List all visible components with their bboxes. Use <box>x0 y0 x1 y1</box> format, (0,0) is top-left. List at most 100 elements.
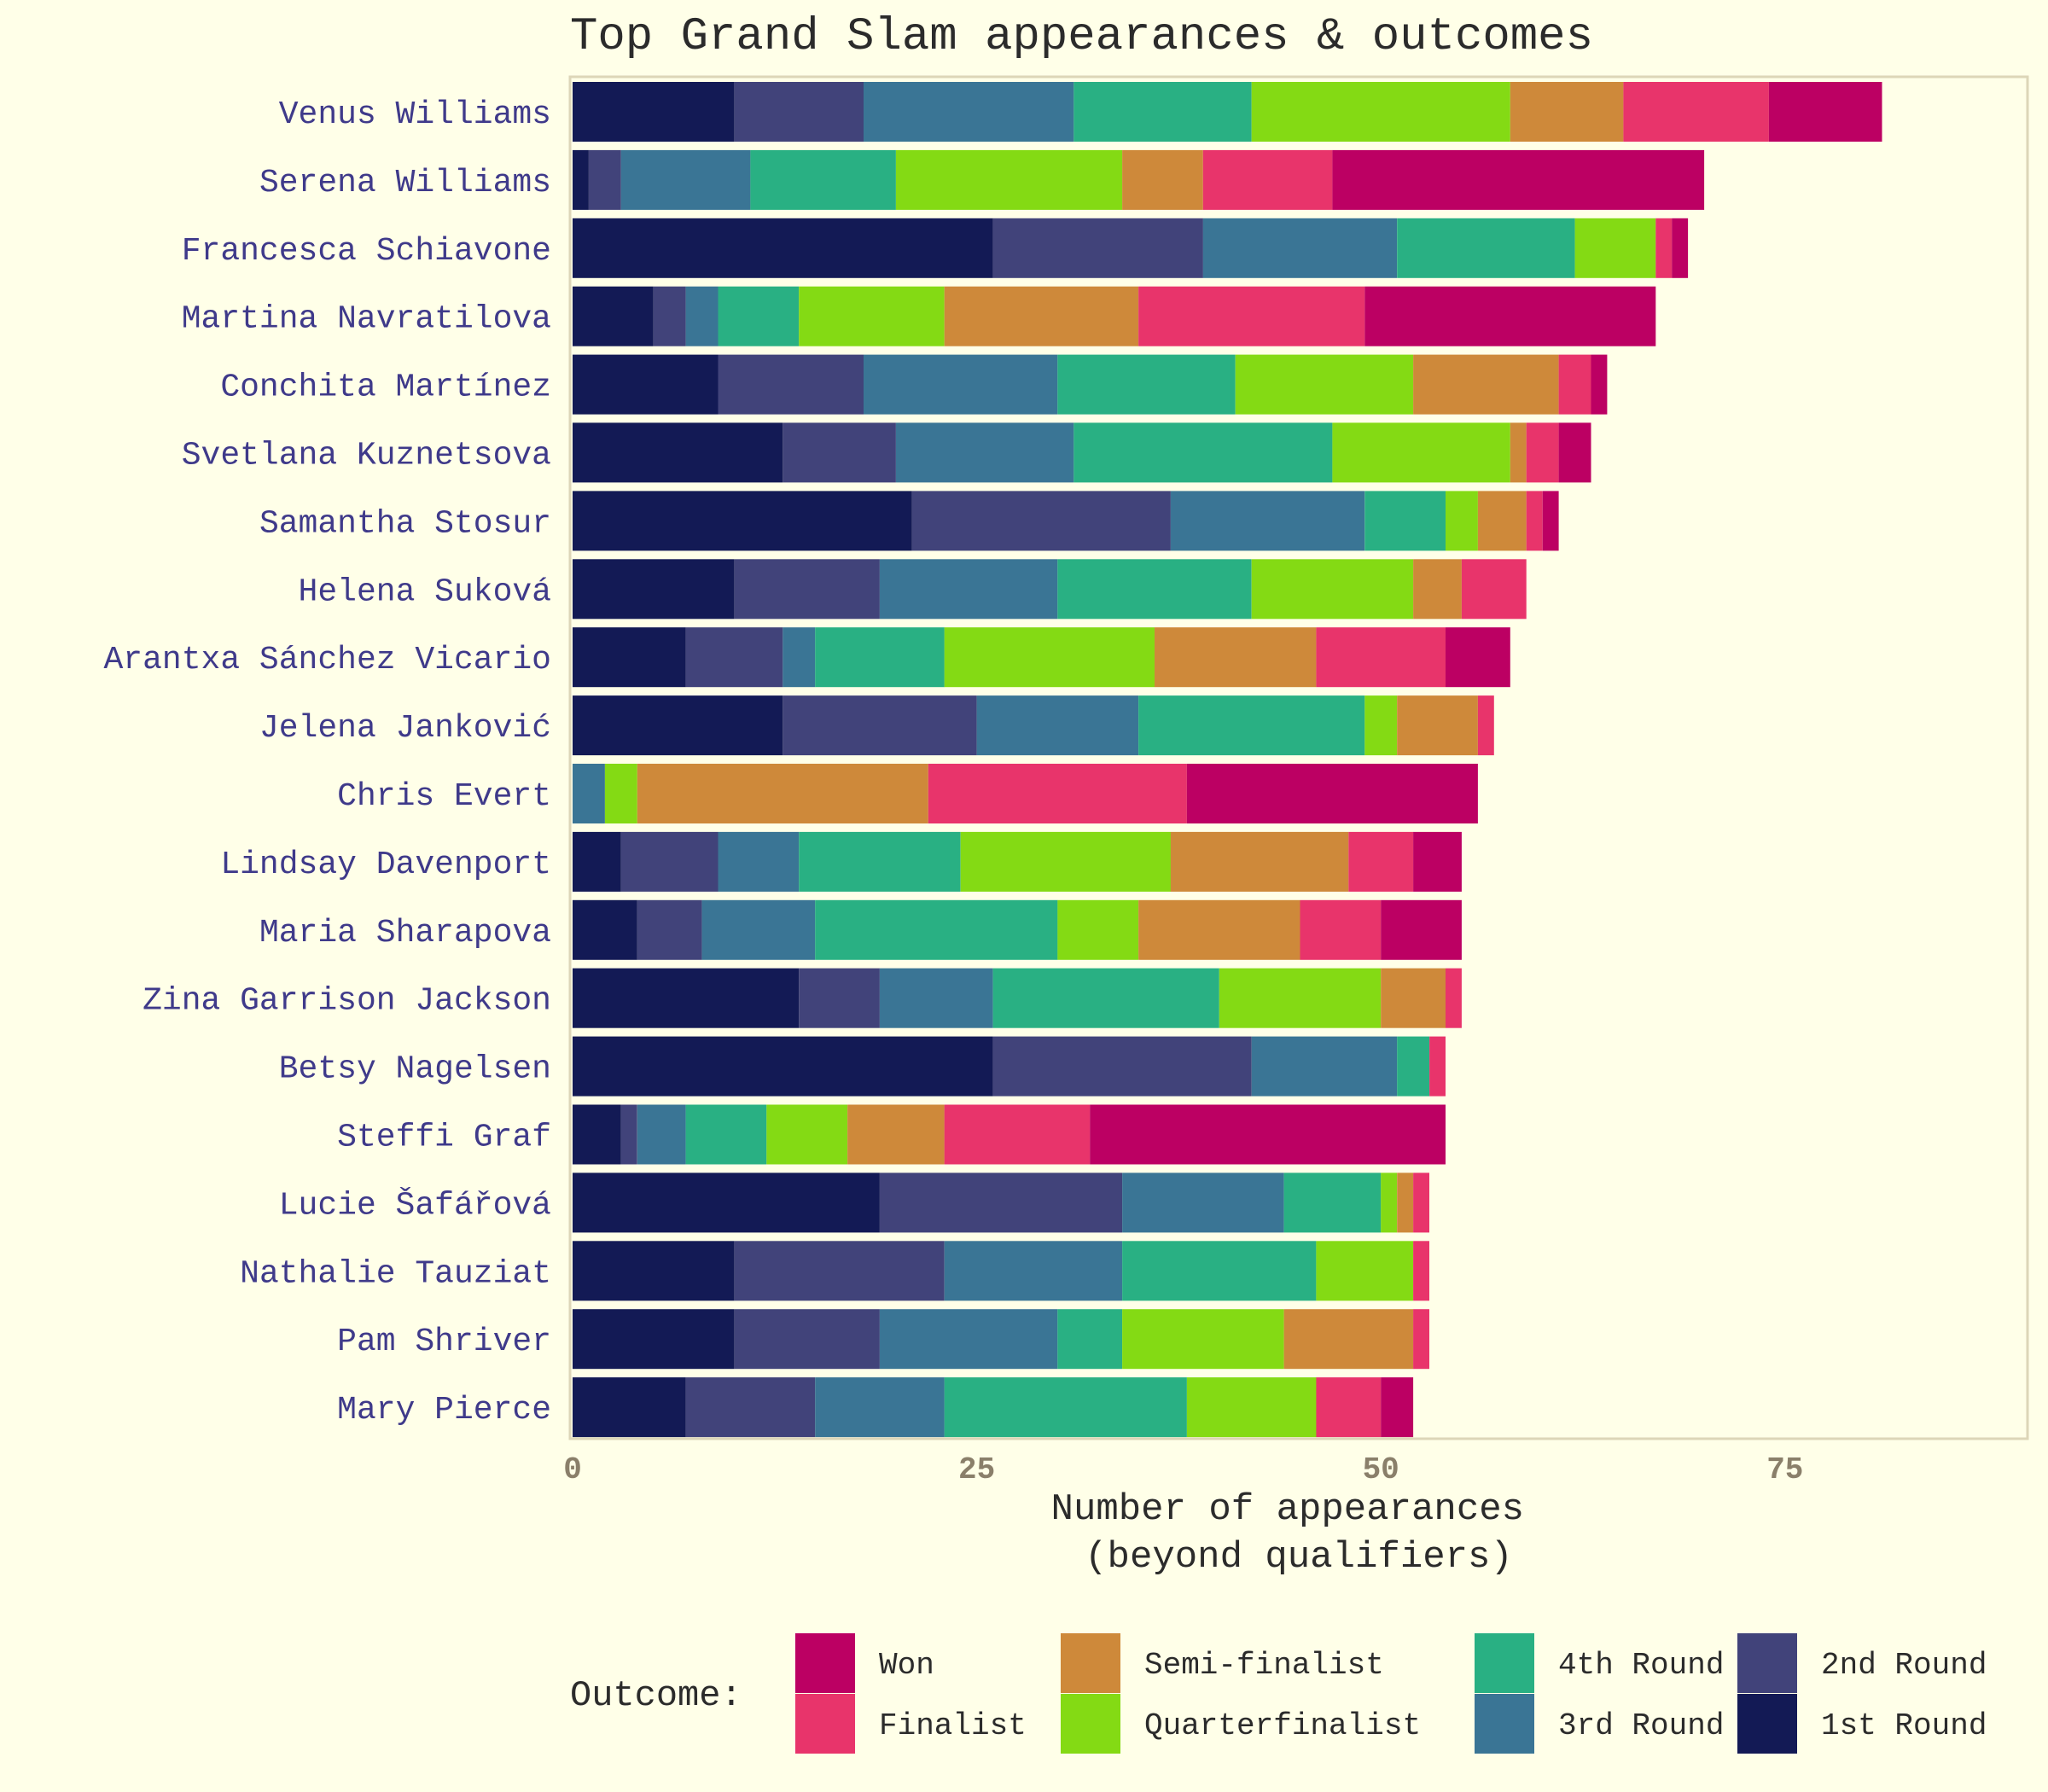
bar-segment <box>620 149 751 210</box>
bar-segment <box>573 491 912 551</box>
legend-swatch <box>1737 1633 1797 1693</box>
bar-segment <box>1413 1309 1429 1370</box>
bar-segment <box>573 695 783 756</box>
category-label: Samantha Stosur <box>259 505 551 542</box>
bar-segment <box>895 149 1123 210</box>
bar-segment <box>1413 831 1462 892</box>
legend-label: 3rd Round <box>1558 1708 1724 1743</box>
bar-segment <box>847 1104 945 1165</box>
bar-segment <box>1364 491 1446 551</box>
bar-segment <box>1170 491 1365 551</box>
legend-label: 2nd Round <box>1821 1648 1987 1683</box>
bar-segment <box>588 149 621 210</box>
bar-segment <box>1574 218 1656 278</box>
bar-segment <box>864 82 1074 142</box>
bar-segment <box>718 286 800 346</box>
category-label: Helena Suková <box>299 573 551 610</box>
category-label: Lucie Šafářová <box>279 1185 551 1224</box>
bar-segment <box>992 968 1219 1028</box>
category-label: Zina Garrison Jackson <box>143 983 551 1020</box>
bar-segment <box>928 764 1187 823</box>
bar-segment <box>1381 1377 1414 1438</box>
bar-segment <box>1316 627 1446 688</box>
bar-segment <box>799 831 961 892</box>
x-tick-labels: 0 25 50 75 <box>563 1452 1803 1487</box>
bar-segment <box>637 764 928 823</box>
bar-segment <box>685 286 719 346</box>
bar-segment <box>1090 1104 1446 1165</box>
bar-segment <box>879 1172 1123 1233</box>
bar-segment <box>766 1104 847 1165</box>
bar-segment <box>604 764 637 823</box>
bar-segment <box>1057 899 1138 960</box>
bar-segment <box>1526 491 1543 551</box>
bar-segment <box>1122 1241 1317 1301</box>
bar-segment <box>1413 1172 1429 1233</box>
bar-segment <box>1251 1036 1398 1097</box>
bar-segment <box>944 1377 1187 1438</box>
bar-segment <box>1381 968 1446 1028</box>
bar-segment <box>573 764 605 823</box>
bar-segment <box>1316 1241 1414 1301</box>
legend-swatch <box>795 1694 855 1754</box>
bar-segment <box>1202 149 1333 210</box>
bar-segment <box>1073 82 1252 142</box>
bar-segment <box>620 1104 637 1165</box>
bar-segment <box>1219 968 1382 1028</box>
category-label: Serena Williams <box>259 165 551 201</box>
bar-segment <box>750 149 896 210</box>
category-label: Chris Evert <box>337 778 551 815</box>
bar-segment <box>1316 1377 1382 1438</box>
bar-segment <box>879 1309 1058 1370</box>
bar-segment <box>1558 422 1591 483</box>
legend-title: Outcome: <box>570 1675 742 1716</box>
legend-label: 1st Round <box>1821 1708 1987 1743</box>
bar-segment <box>573 218 993 278</box>
bar-segment <box>685 1104 767 1165</box>
bar-segment <box>1073 422 1333 483</box>
bar-segment <box>573 899 637 960</box>
bar-segment <box>734 1309 880 1370</box>
legend-label: Won <box>879 1648 934 1683</box>
bar-segment <box>960 831 1171 892</box>
bar-segment <box>1283 1309 1414 1370</box>
x-tick-label: 50 <box>1363 1452 1399 1487</box>
legend-label: Quarterfinalist <box>1144 1708 1421 1743</box>
bar-segment <box>1558 354 1591 415</box>
bar-segment <box>1397 695 1478 756</box>
bar-segment <box>718 354 864 415</box>
bar-segment <box>944 1104 1091 1165</box>
plot-panel <box>568 75 2029 1440</box>
bar-segment <box>944 1241 1123 1301</box>
bar-segment <box>734 1241 945 1301</box>
bar-segment <box>1623 82 1769 142</box>
category-label: Venus Williams <box>279 96 551 133</box>
bar-segment <box>1672 218 1689 278</box>
bar-segment <box>1526 422 1559 483</box>
bar-segment <box>1332 149 1705 210</box>
legend-swatch <box>1061 1694 1120 1754</box>
bar-segment <box>1057 354 1236 415</box>
bar-segment <box>1251 82 1510 142</box>
bar-segment <box>734 559 880 620</box>
x-tick-label: 0 <box>563 1452 582 1487</box>
bar-segment <box>1186 1377 1317 1438</box>
bar-segment <box>1348 831 1414 892</box>
bar-segment <box>879 559 1058 620</box>
bar-segment <box>734 82 864 142</box>
bar-segment <box>783 422 896 483</box>
chart-title: Top Grand Slam appearances & outcomes <box>570 11 1593 63</box>
bar-segment <box>864 354 1058 415</box>
bar-segment <box>637 1104 686 1165</box>
bar-segment <box>1413 559 1462 620</box>
legend-swatch <box>1475 1633 1534 1693</box>
category-label: Arantxa Sánchez Vicario <box>104 642 552 678</box>
bar-segment <box>1122 1309 1284 1370</box>
bar-segment <box>1446 968 1462 1028</box>
bar-segment <box>573 559 735 620</box>
bar-segment <box>1768 82 1882 142</box>
bar-segment <box>1477 695 1494 756</box>
bar-segment <box>573 1172 880 1233</box>
category-label: Steffi Graf <box>337 1120 551 1156</box>
